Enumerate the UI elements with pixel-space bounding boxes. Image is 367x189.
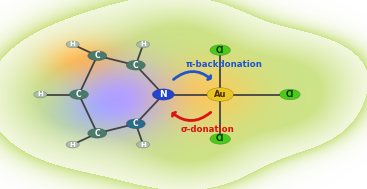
Text: H: H <box>140 142 146 148</box>
Text: Cl: Cl <box>216 134 224 143</box>
Text: C: C <box>133 119 139 128</box>
Circle shape <box>280 89 300 100</box>
Text: C: C <box>133 61 139 70</box>
Text: H: H <box>140 41 146 47</box>
Circle shape <box>126 60 145 70</box>
Text: σ-donation: σ-donation <box>181 125 234 134</box>
Text: π-backdonation: π-backdonation <box>185 60 262 69</box>
Text: H: H <box>70 142 76 148</box>
Text: N: N <box>160 90 167 99</box>
Text: Au: Au <box>214 90 226 99</box>
Circle shape <box>34 91 47 98</box>
Circle shape <box>210 45 230 55</box>
Circle shape <box>137 41 150 48</box>
Circle shape <box>88 128 107 138</box>
Circle shape <box>210 134 230 144</box>
Circle shape <box>66 41 79 48</box>
Circle shape <box>207 88 233 101</box>
Circle shape <box>126 119 145 129</box>
Text: C: C <box>94 51 100 60</box>
Text: H: H <box>37 91 43 98</box>
Text: Cl: Cl <box>286 90 294 99</box>
Text: H: H <box>70 41 76 47</box>
Text: C: C <box>94 129 100 138</box>
Text: Cl: Cl <box>216 46 224 55</box>
Circle shape <box>137 141 150 148</box>
Circle shape <box>152 89 174 100</box>
Circle shape <box>88 51 107 61</box>
Circle shape <box>66 141 79 148</box>
Text: C: C <box>76 90 82 99</box>
Circle shape <box>69 90 88 99</box>
